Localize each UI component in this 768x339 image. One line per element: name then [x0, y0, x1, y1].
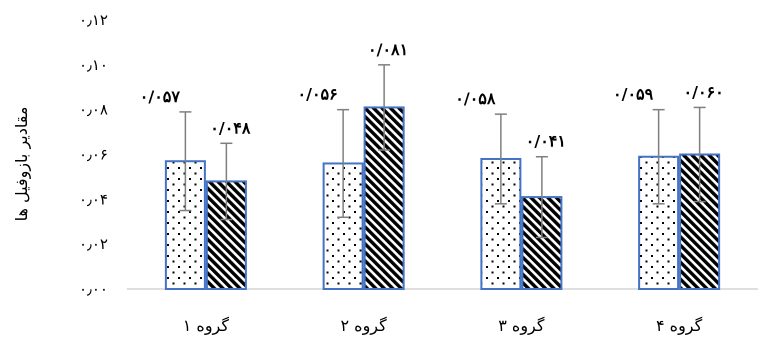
x-category-label: گروه ۴	[656, 316, 703, 336]
y-tick-label: ۰٫۰۶	[79, 146, 108, 164]
data-label: ۰/۰۸۱	[368, 40, 408, 59]
x-category-label: گروه ۳	[498, 316, 545, 336]
y-tick-label: ۰٫۰۲	[79, 235, 108, 253]
data-label: ۰/۰۶۰	[684, 82, 724, 101]
y-tick-label: ۰٫۰۸	[79, 101, 108, 119]
y-tick-label: ۰٫۱۰	[79, 56, 108, 74]
data-label: ۰/۰۵۷	[140, 87, 181, 106]
data-label: ۰/۰۴۱	[526, 132, 566, 151]
data-label: ۰/۰۵۶	[298, 85, 338, 104]
data-label: ۰/۰۵۹	[613, 85, 654, 104]
x-category-label: گروه ۱	[183, 316, 230, 336]
data-label: ۰/۰۴۸	[210, 118, 251, 137]
y-tick-label: ۰٫۰۰	[79, 280, 108, 298]
y-axis-title: مقادیر بازوفیل ها	[12, 107, 32, 222]
y-tick-label: ۰٫۰۴	[79, 190, 108, 208]
data-label: ۰/۰۵۸	[455, 89, 496, 108]
x-category-label: گروه ۲	[341, 316, 388, 336]
y-tick-label: ۰٫۱۲	[79, 11, 108, 29]
